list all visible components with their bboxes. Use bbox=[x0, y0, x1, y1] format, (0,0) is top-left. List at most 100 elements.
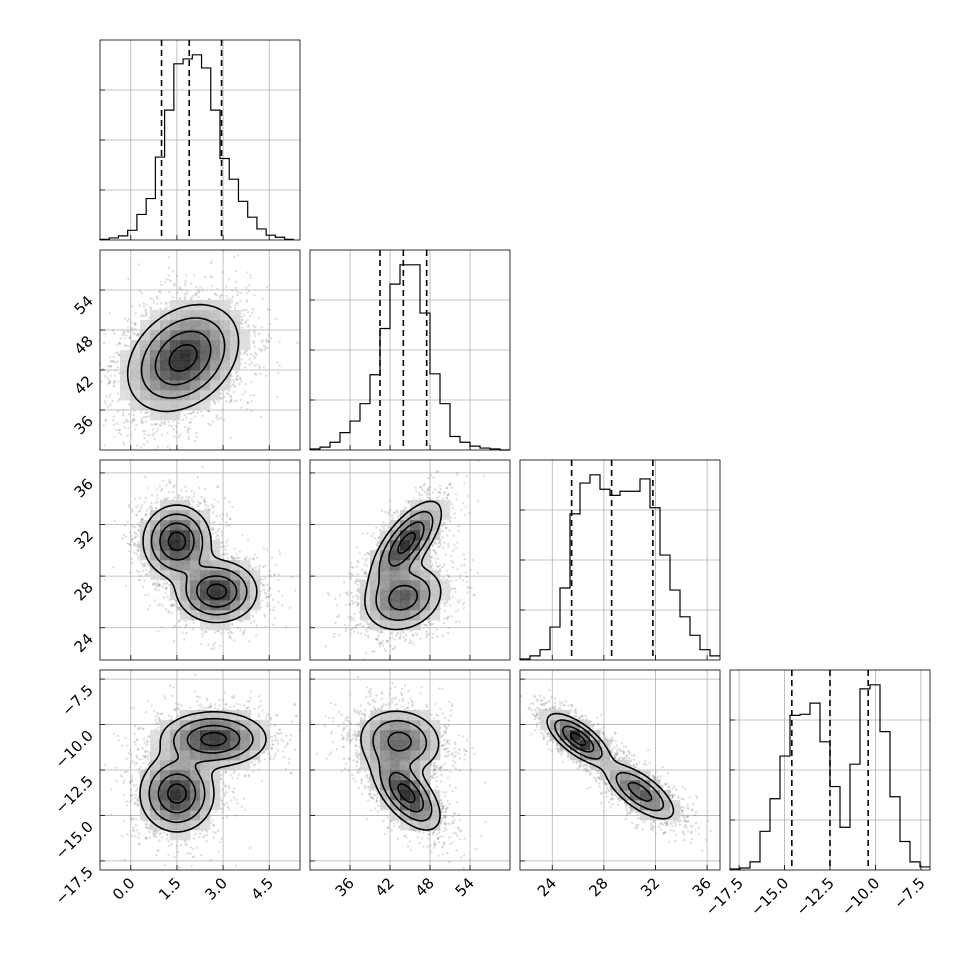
scatter-point bbox=[132, 418, 135, 421]
density-cell bbox=[150, 340, 161, 351]
scatter-point bbox=[230, 289, 234, 292]
density-cell bbox=[150, 400, 161, 411]
scatter-point bbox=[144, 475, 147, 478]
scatter-point bbox=[229, 372, 233, 375]
scatter-point bbox=[115, 344, 119, 347]
scatter-point bbox=[241, 633, 244, 636]
scatter-point bbox=[138, 510, 141, 513]
scatter-point bbox=[159, 424, 162, 427]
scatter-point bbox=[211, 643, 215, 647]
scatter-point bbox=[164, 303, 168, 306]
scatter-point bbox=[188, 427, 191, 431]
scatter-point bbox=[204, 276, 207, 279]
scatter-point bbox=[210, 276, 213, 279]
contour-level-3 bbox=[126, 303, 240, 413]
scatter-point bbox=[260, 348, 263, 351]
scatter-point bbox=[129, 335, 132, 338]
scatter-point bbox=[138, 578, 141, 581]
scatter-point bbox=[229, 297, 232, 301]
density-cell bbox=[150, 310, 161, 321]
scatter-point bbox=[226, 297, 229, 301]
scatter-point bbox=[157, 583, 161, 587]
scatter-point bbox=[248, 283, 251, 287]
scatter-point bbox=[134, 535, 137, 539]
scatter-point bbox=[92, 332, 94, 334]
scatter-point bbox=[116, 360, 119, 363]
scatter-point bbox=[252, 557, 255, 561]
scatter-point bbox=[253, 329, 256, 332]
scatter-point bbox=[141, 422, 144, 425]
scatter-point bbox=[224, 241, 226, 243]
scatter-point bbox=[108, 381, 112, 385]
scatter-point bbox=[201, 635, 204, 638]
scatter-point bbox=[145, 514, 148, 517]
panel-0-1 bbox=[92, 241, 301, 451]
scatter-point bbox=[259, 349, 263, 352]
scatter-point bbox=[248, 363, 251, 366]
scatter-point bbox=[211, 506, 215, 509]
scatter-point bbox=[125, 418, 128, 421]
density-cell bbox=[210, 380, 221, 391]
scatter-point bbox=[229, 395, 232, 398]
scatter-point bbox=[272, 609, 275, 612]
scatter-point bbox=[147, 564, 150, 567]
scatter-point bbox=[131, 537, 134, 541]
density-cell bbox=[200, 340, 211, 351]
scatter-point bbox=[197, 290, 201, 294]
scatter-point bbox=[213, 402, 217, 406]
scatter-point bbox=[242, 631, 245, 634]
scatter-point bbox=[240, 318, 243, 322]
scatter-point bbox=[171, 296, 174, 299]
scatter-point bbox=[197, 505, 200, 508]
density-cell bbox=[150, 330, 161, 341]
scatter-point bbox=[249, 353, 253, 356]
scatter-point bbox=[231, 505, 234, 508]
scatter-point bbox=[111, 419, 115, 422]
scatter-point bbox=[225, 552, 229, 556]
scatter-point bbox=[222, 544, 225, 548]
density-cell bbox=[180, 310, 191, 321]
scatter-point bbox=[139, 315, 143, 318]
scatter-point bbox=[266, 307, 269, 311]
scatter-point bbox=[130, 330, 133, 333]
scatter-point bbox=[132, 333, 135, 336]
density-cell bbox=[190, 380, 201, 391]
scatter-point bbox=[229, 631, 232, 634]
scatter-point bbox=[229, 400, 233, 403]
scatter-point bbox=[121, 411, 125, 415]
scatter-point bbox=[158, 584, 161, 588]
scatter-point bbox=[134, 312, 137, 315]
scatter-point bbox=[145, 509, 149, 512]
scatter-point bbox=[204, 500, 207, 504]
scatter-point bbox=[254, 373, 258, 376]
scatter-point bbox=[234, 289, 238, 292]
density-cell bbox=[140, 370, 151, 381]
scatter-point bbox=[94, 417, 96, 419]
density-cell bbox=[160, 360, 171, 371]
scatter-point bbox=[216, 417, 219, 421]
scatter-point bbox=[109, 403, 112, 406]
scatter-point bbox=[183, 292, 186, 295]
scatter-point bbox=[108, 365, 112, 368]
scatter-point bbox=[231, 295, 235, 299]
scatter-point bbox=[219, 392, 223, 395]
scatter-point bbox=[150, 494, 154, 497]
scatter-point bbox=[254, 326, 257, 329]
scatter-point bbox=[275, 361, 279, 364]
scatter-point bbox=[268, 308, 272, 312]
scatter-point bbox=[211, 421, 215, 424]
scatter-point bbox=[143, 500, 146, 504]
scatter-point bbox=[243, 350, 247, 353]
scatter-point bbox=[255, 610, 258, 614]
scatter-point bbox=[241, 326, 244, 329]
scatter-point bbox=[207, 410, 210, 413]
scatter-point bbox=[122, 409, 125, 412]
scatter-point bbox=[260, 340, 263, 343]
density-cell bbox=[140, 360, 151, 371]
scatter-point bbox=[143, 594, 147, 597]
scatter-point bbox=[118, 431, 121, 435]
scatter-point bbox=[146, 487, 150, 490]
density-cell bbox=[220, 360, 231, 371]
scatter-point bbox=[228, 635, 232, 638]
scatter-point bbox=[244, 320, 247, 323]
